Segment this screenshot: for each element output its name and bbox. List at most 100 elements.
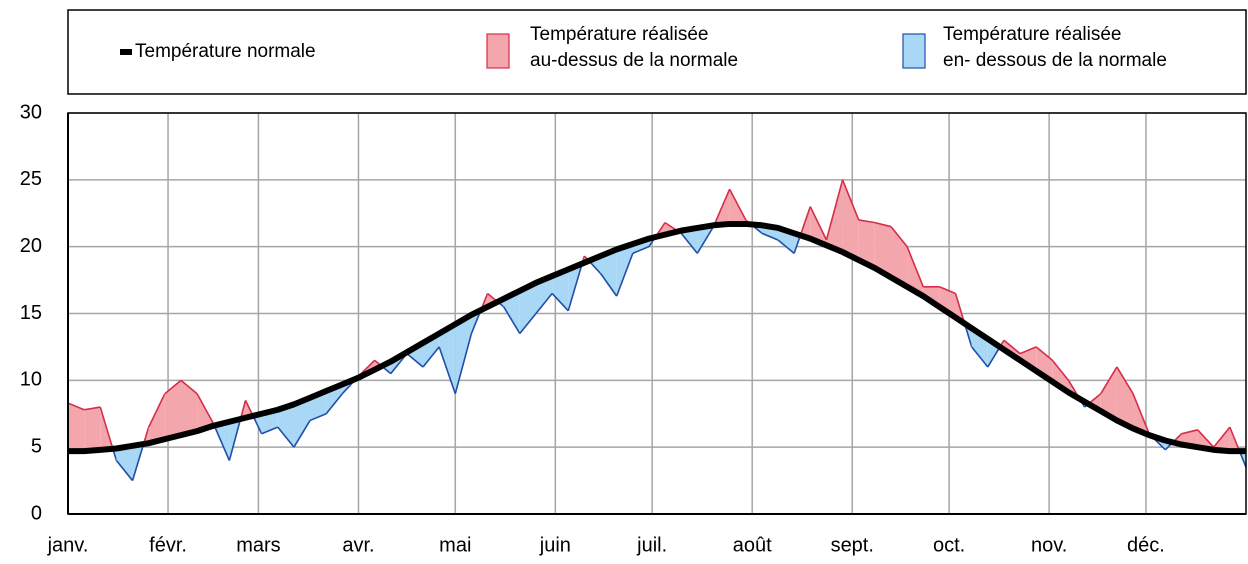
line-below xyxy=(615,253,634,297)
line-above xyxy=(1181,429,1198,435)
area-above xyxy=(68,403,85,452)
area-above xyxy=(874,222,891,278)
line-below xyxy=(115,460,134,482)
x-tick-label: oct. xyxy=(933,534,965,556)
line-below xyxy=(971,346,989,368)
line-below xyxy=(777,239,795,254)
area-above xyxy=(1052,360,1069,393)
x-tick-label: sept. xyxy=(831,534,874,556)
line-below xyxy=(228,418,242,461)
area-below xyxy=(293,397,311,448)
x-tick-label: déc. xyxy=(1127,534,1165,556)
area-below xyxy=(519,282,536,334)
y-tick-label: 20 xyxy=(20,235,42,257)
line-below xyxy=(325,393,343,415)
area-above xyxy=(907,246,924,297)
legend-swatch xyxy=(486,33,510,69)
x-tick-label: févr. xyxy=(149,534,187,556)
area-above xyxy=(939,286,956,318)
legend-swatch xyxy=(902,33,926,69)
line-above xyxy=(99,406,114,450)
area-below xyxy=(681,227,698,254)
line-above xyxy=(1003,339,1021,355)
x-tick-label: mai xyxy=(439,534,471,556)
x-tick-label: mars xyxy=(236,534,280,556)
line-above xyxy=(825,179,844,241)
x-tick-label: janv. xyxy=(47,534,89,556)
area-below xyxy=(552,269,569,311)
line-above xyxy=(180,379,198,395)
line-above xyxy=(713,188,731,226)
area-above xyxy=(1116,366,1134,429)
x-tick-label: juin xyxy=(539,534,571,556)
line-above xyxy=(1035,346,1053,361)
y-tick-label: 15 xyxy=(20,302,42,324)
x-tick-label: avr. xyxy=(342,534,374,556)
area-above xyxy=(1100,366,1117,421)
line-above xyxy=(874,221,892,228)
area-above xyxy=(842,179,859,261)
line-below xyxy=(535,292,553,315)
line-above xyxy=(1197,429,1215,448)
line-above xyxy=(67,402,85,411)
area-below xyxy=(600,249,617,297)
line-below xyxy=(696,226,715,254)
legend-box xyxy=(67,9,1247,95)
area-below xyxy=(503,290,520,334)
x-tick-label: juil. xyxy=(636,534,667,556)
line-below xyxy=(503,306,521,334)
area-above xyxy=(164,380,181,440)
line-below xyxy=(213,425,231,461)
line-above xyxy=(954,293,966,324)
line-below xyxy=(599,272,618,297)
area-above xyxy=(84,407,101,452)
area-below xyxy=(535,276,553,314)
line-above xyxy=(196,393,214,424)
area-above xyxy=(148,393,165,444)
line-above xyxy=(1100,366,1118,395)
area-above xyxy=(180,380,198,436)
line-below xyxy=(252,415,263,435)
line-below xyxy=(261,426,279,435)
x-tick-label: nov. xyxy=(1031,534,1067,556)
line-above xyxy=(858,219,875,224)
y-tick-label: 25 xyxy=(20,168,42,190)
area-below xyxy=(406,342,424,367)
y-tick-label: 30 xyxy=(20,101,42,123)
line-below xyxy=(438,346,457,394)
area-below xyxy=(116,445,133,481)
normal-line xyxy=(68,220,1246,455)
line-below xyxy=(454,333,473,394)
area-above xyxy=(197,393,214,432)
line-above xyxy=(890,226,908,248)
line-above xyxy=(939,286,956,295)
line-above xyxy=(84,406,101,411)
legend-label: Température normale xyxy=(135,41,316,62)
line-below xyxy=(761,232,779,241)
line-above xyxy=(906,246,925,288)
line-below xyxy=(293,420,311,448)
line-below xyxy=(987,346,1001,368)
line-above xyxy=(1051,359,1070,381)
legend-label: Température réalisée en- dessous de la n… xyxy=(943,24,1167,71)
y-tick-label: 10 xyxy=(20,369,42,391)
line-above xyxy=(1116,366,1134,395)
area-below xyxy=(439,324,456,394)
line-above xyxy=(1132,393,1150,435)
area-below xyxy=(455,314,472,394)
line-below xyxy=(632,245,650,255)
area-above xyxy=(858,219,875,269)
line-above xyxy=(809,206,828,241)
y-tick-label: 0 xyxy=(31,502,42,524)
line-above xyxy=(1213,426,1231,448)
line-below xyxy=(277,426,295,448)
area-below xyxy=(277,404,294,448)
line-above xyxy=(799,206,812,236)
line-above xyxy=(1229,426,1241,452)
line-above xyxy=(164,379,182,395)
line-above xyxy=(1019,346,1037,355)
line-above xyxy=(147,393,166,428)
x-tick-label: août xyxy=(733,534,772,556)
